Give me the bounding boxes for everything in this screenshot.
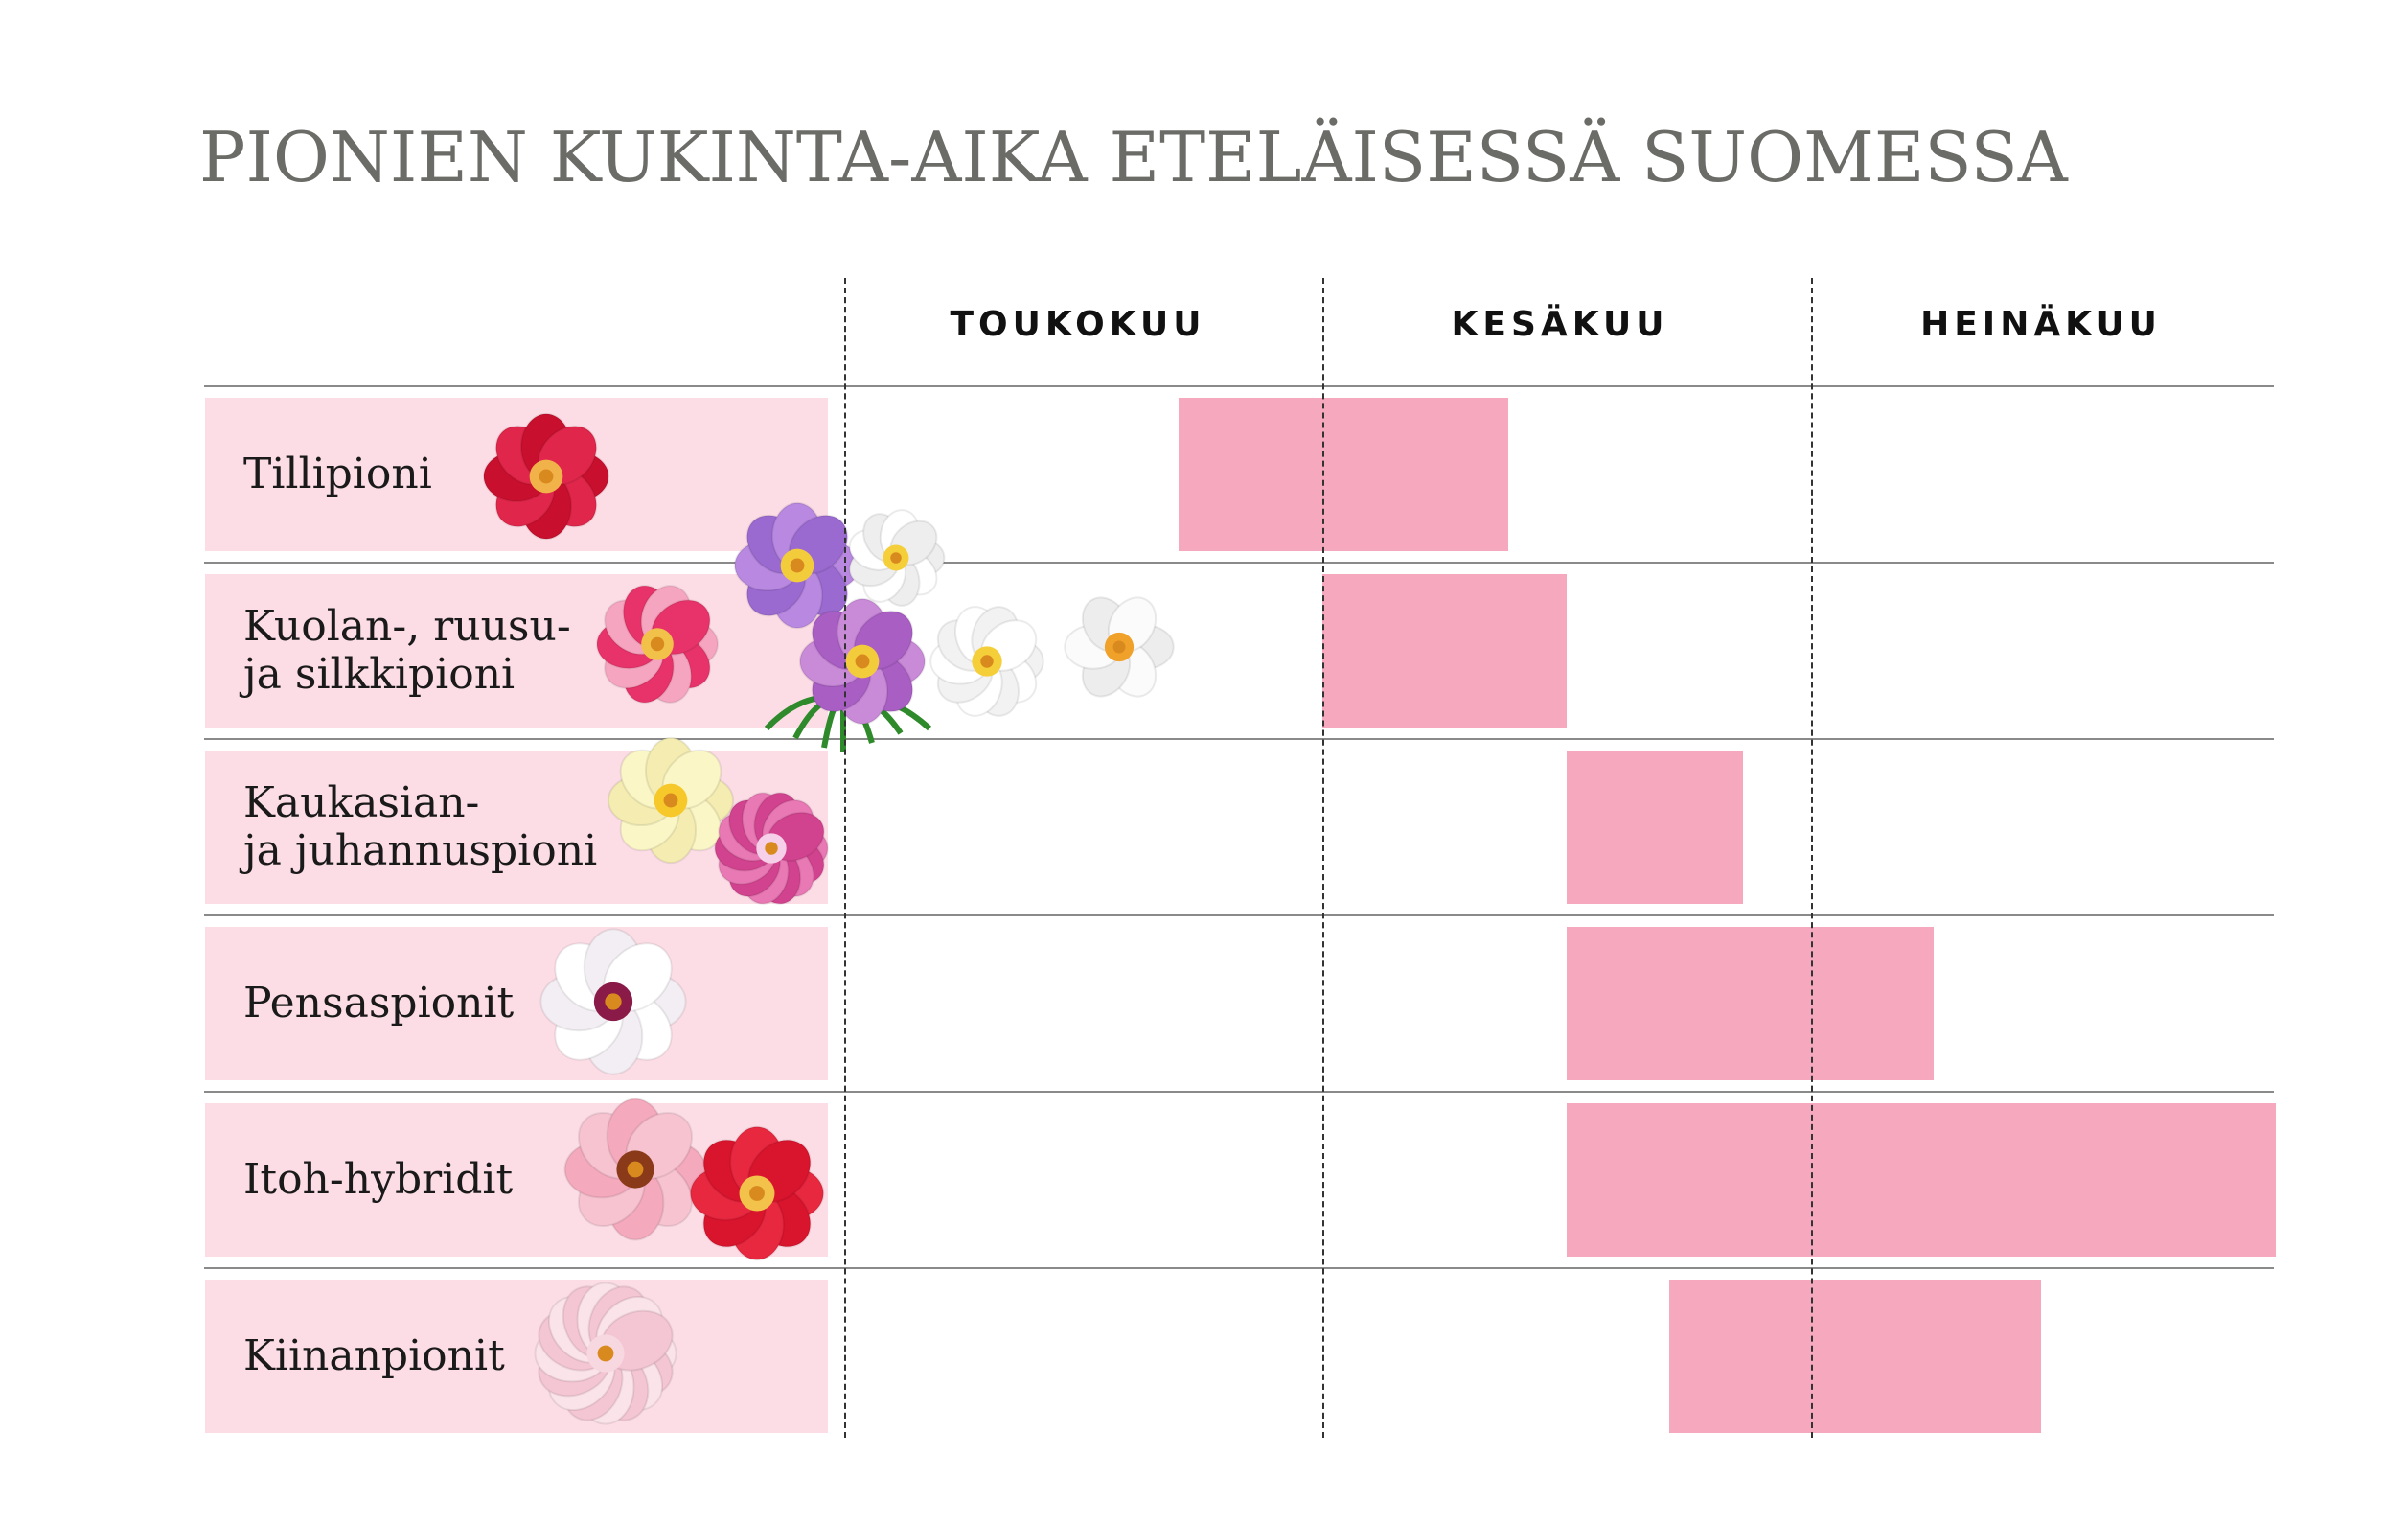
bloom-bar [1669,1280,2041,1433]
peony-bouquet-icon [798,597,927,726]
month-header-kesakuu: KESÄKUU [1451,305,1669,344]
magenta-peony-icon [714,792,829,905]
white-single-peony-icon [1064,596,1175,698]
category-label: Kiinanpionit [243,1331,505,1380]
month-header-toukokuu: TOUKOKUU [950,305,1206,344]
itoh-red-peony-icon [689,1125,825,1261]
white-peony-icon [929,606,1044,717]
row-separator [204,738,2274,740]
row-label-background [205,574,828,728]
month-divider-overlay [1811,278,1813,1438]
row-separator [204,385,2274,387]
row-label-background [205,1280,828,1433]
row-separator [204,914,2274,916]
row-separator [204,562,2274,564]
row-separator [204,1091,2274,1093]
bloom-bar [1322,574,1567,728]
double-pink-peony-icon [534,1282,677,1425]
category-label: Pensaspionit [243,979,515,1028]
month-divider-overlay [844,278,846,1438]
row-label-background [205,927,828,1080]
bloom-bar [1567,1103,2276,1257]
bloom-bar [1567,751,1743,904]
category-label: Tillipioni [243,450,432,498]
chart-title: PIONIEN KUKINTA-AIKA ETELÄISESSÄ SUOMESS… [199,117,2068,197]
month-divider-overlay [1322,278,1324,1438]
category-label: Itoh-hybridit [243,1155,514,1204]
pink-peony-icon [596,585,719,704]
peony-bouquet-icon [733,501,861,630]
yellow-peony-icon [607,736,735,865]
bloom-bar [1179,398,1508,551]
itoh-pink-peony-icon [563,1098,707,1241]
category-label: Kaukasian- ja juhannuspioni [243,778,598,875]
white-peony-icon [848,509,946,607]
white-peony-icon [539,928,687,1075]
red-peony-icon [482,412,610,541]
month-header-heinakuu: HEINÄKUU [1920,305,2162,344]
bloom-bar [1567,927,1934,1080]
category-label: Kuolan-, ruusu- ja silkkipioni [243,602,571,699]
row-separator [204,1267,2274,1269]
